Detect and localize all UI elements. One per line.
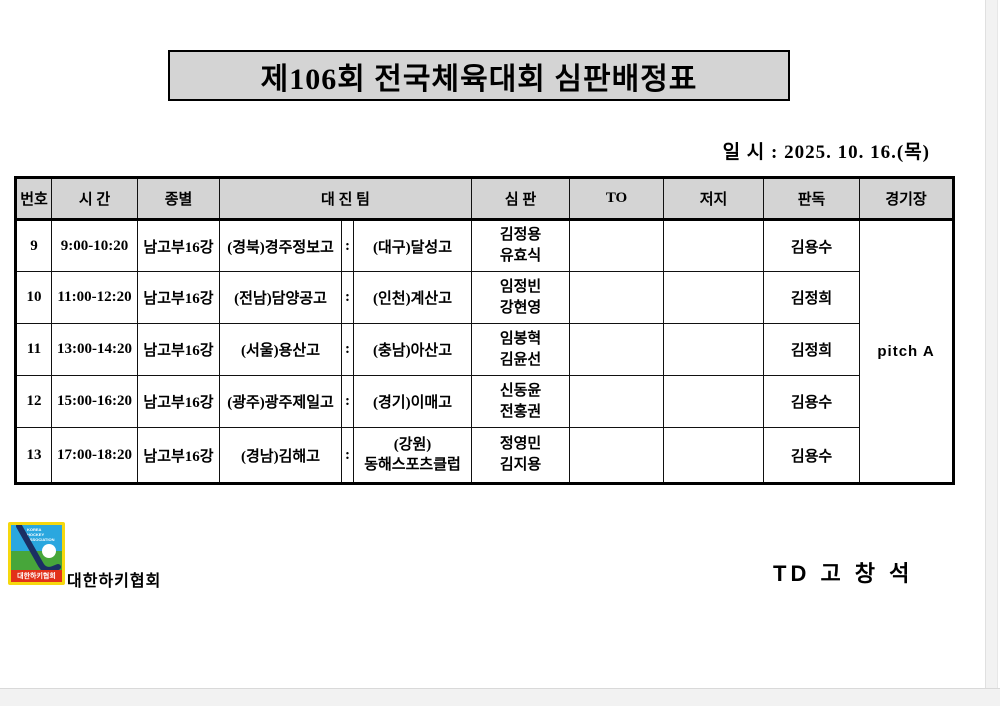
referee-name: 김윤선 [499,351,542,368]
cell-to [569,375,665,428]
cell-to [569,271,665,324]
cell-review: 김정희 [763,323,861,376]
cell-team2: (충남)아산고 [352,323,473,376]
cell-judge [663,323,765,376]
logo-banner: 대한하키협회 [11,570,62,582]
header-time: 시 간 [51,177,138,221]
cell-referees: 김정용 유효식 [471,219,571,272]
cell-category: 남고부16강 [137,375,220,428]
referee-name: 강현영 [499,299,542,316]
hockey-stick-icon [16,525,61,573]
cell-no: 12 [15,375,52,428]
header-venue: 경기장 [859,177,955,221]
referee-name: 임정빈 [499,278,542,295]
logo-text-line: ASSOCIATION [27,537,55,542]
event-date: 일 시 : 2025. 10. 16.(목) [722,142,930,163]
cell-colon: : [341,427,354,484]
referee-name: 임봉혁 [499,330,542,347]
cell-category: 남고부16강 [137,271,220,324]
cell-time: 11:00-12:20 [51,271,138,324]
table-row: 12 15:00-16:20 남고부16강 (광주)광주제일고 : (경기)이매… [15,375,954,428]
cell-team1: (경북)경주정보고 [219,219,342,272]
cell-judge [663,219,765,272]
cell-to [569,427,665,484]
kha-logo-inner: KOREA HOCKEY ASSOCIATION 대한하키협회 [11,525,62,582]
cell-referees: 임봉혁 김윤선 [471,323,571,376]
horizontal-scrollbar[interactable] [0,688,1000,706]
khа-logo: KOREA HOCKEY ASSOCIATION 대한하키협회 [8,522,65,585]
cell-time: 17:00-18:20 [51,427,138,484]
logo-association-text: KOREA HOCKEY ASSOCIATION [27,527,61,542]
cell-colon: : [341,323,354,376]
referee-name: 김지용 [499,457,542,473]
table-row: 9 9:00-10:20 남고부16강 (경북)경주정보고 : (대구)달성고 … [15,219,955,484]
cell-team1: (전남)담양공고 [219,271,342,324]
cell-team2: (강원) 동해스포츠클럽 [352,427,473,484]
team2-line: (강원) [393,437,432,453]
cell-no: 11 [15,323,52,376]
document-title-box: 제106회 전국체육대회 심판배정표 [168,50,790,101]
header-judge: 저지 [663,177,765,221]
cell-venue: pitch A [859,219,955,484]
cell-team1: (서울)용산고 [219,323,342,376]
table-row: 10 11:00-12:20 남고부16강 (전남)담양공고 : (인천)계산고… [15,271,954,324]
cell-team2: (경기)이매고 [352,375,473,428]
cell-team1: (광주)광주제일고 [219,375,342,428]
cell-colon: : [341,375,354,428]
referee-name: 유효식 [499,248,542,264]
cell-category: 남고부16강 [137,219,220,272]
cell-review: 김용수 [763,219,861,272]
header-teams: 대 진 팀 [218,177,473,221]
logo-text-line: HOCKEY [27,532,45,537]
cell-no: 9 [15,219,52,272]
referee-name: 김정용 [499,227,542,243]
referee-name: 정영민 [499,436,542,452]
cell-to [569,219,665,272]
header-referee: 심 판 [471,177,571,221]
cell-judge [663,375,765,428]
cell-to [569,323,665,376]
team2-line: 동해스포츠클럽 [364,457,461,473]
cell-category: 남고부16강 [137,427,220,484]
cell-referees: 신동윤 전홍권 [471,375,571,428]
association-name: 대한하키협회 [67,573,162,590]
cell-team2: (대구)달성고 [352,219,473,272]
cell-judge [663,427,765,484]
header-review: 판독 [763,177,861,221]
document-title: 제106회 전국체육대회 심판배정표 [260,62,698,96]
vertical-scrollbar[interactable] [985,0,998,688]
header-no: 번호 [15,177,52,221]
cell-time: 9:00-10:20 [51,219,138,272]
cell-team1: (경남)김해고 [219,427,342,484]
table-row: 11 13:00-14:20 남고부16강 (서울)용산고 : (충남)아산고 … [15,323,954,376]
referee-assignment-table: 번호 시 간 종별 대 진 팀 심 판 TO 저지 판독 경기장 9 9:00-… [14,176,956,485]
cell-no: 13 [15,427,52,484]
cell-colon: : [341,219,354,272]
td-signature: TD 고 창 석 [773,561,914,586]
cell-referees: 임정빈 강현영 [471,271,571,324]
cell-review: 김용수 [763,427,861,484]
cell-category: 남고부16강 [137,323,220,376]
cell-judge [663,271,765,324]
logo-banner-text: 대한하키협회 [17,573,56,580]
logo-text-line: KOREA [27,527,42,532]
cell-colon: : [341,271,354,324]
cell-review: 김용수 [763,375,861,428]
table-header-row: 번호 시 간 종별 대 진 팀 심 판 TO 저지 판독 경기장 [15,177,955,221]
referee-name: 신동윤 [499,382,542,399]
cell-referees: 정영민 김지용 [471,427,571,484]
cell-team2: (인천)계산고 [352,271,473,324]
referee-name: 전홍권 [499,403,542,420]
header-category: 종별 [137,177,220,221]
header-to: TO [569,177,665,221]
cell-no: 10 [15,271,52,324]
table-row: 13 17:00-18:20 남고부16강 (경남)김해고 : (강원) 동해스… [15,427,954,484]
cell-time: 15:00-16:20 [51,375,138,428]
cell-time: 13:00-14:20 [51,323,138,376]
cell-review: 김정희 [763,271,861,324]
